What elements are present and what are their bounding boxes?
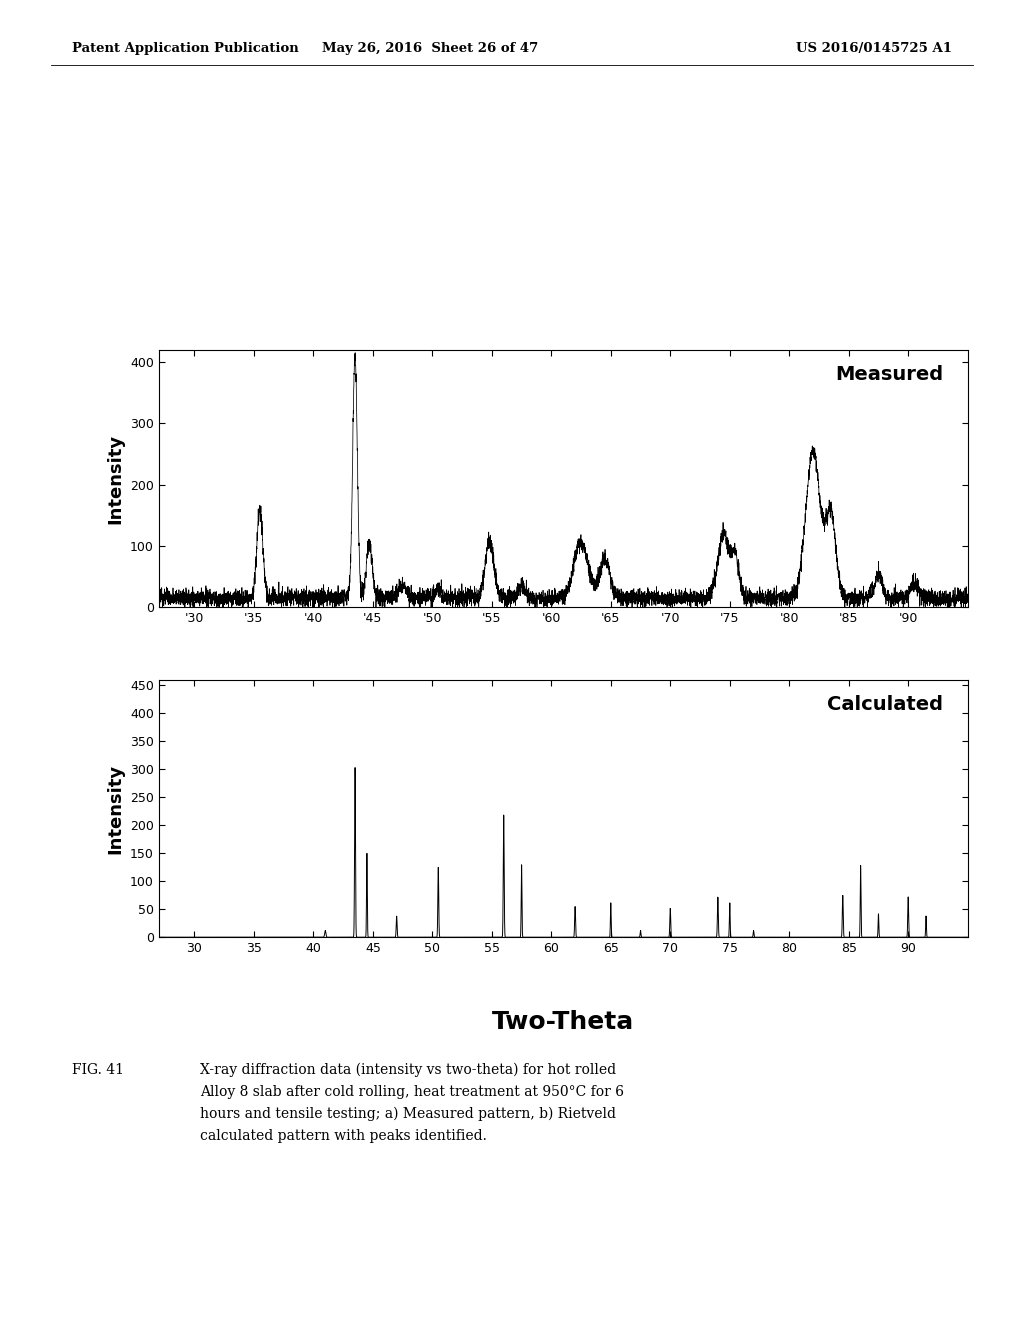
Text: Patent Application Publication: Patent Application Publication: [72, 42, 298, 55]
Text: May 26, 2016  Sheet 26 of 47: May 26, 2016 Sheet 26 of 47: [322, 42, 539, 55]
Text: FIG. 41: FIG. 41: [72, 1063, 124, 1077]
Text: US 2016/0145725 A1: US 2016/0145725 A1: [797, 42, 952, 55]
Text: Calculated: Calculated: [827, 696, 943, 714]
Text: Measured: Measured: [836, 366, 943, 384]
Y-axis label: Intensity: Intensity: [106, 763, 125, 854]
Text: Two-Theta: Two-Theta: [493, 1010, 634, 1034]
Y-axis label: Intensity: Intensity: [106, 433, 125, 524]
Text: X-ray diffraction data (intensity vs two-theta) for hot rolled
Alloy 8 slab afte: X-ray diffraction data (intensity vs two…: [200, 1063, 624, 1143]
